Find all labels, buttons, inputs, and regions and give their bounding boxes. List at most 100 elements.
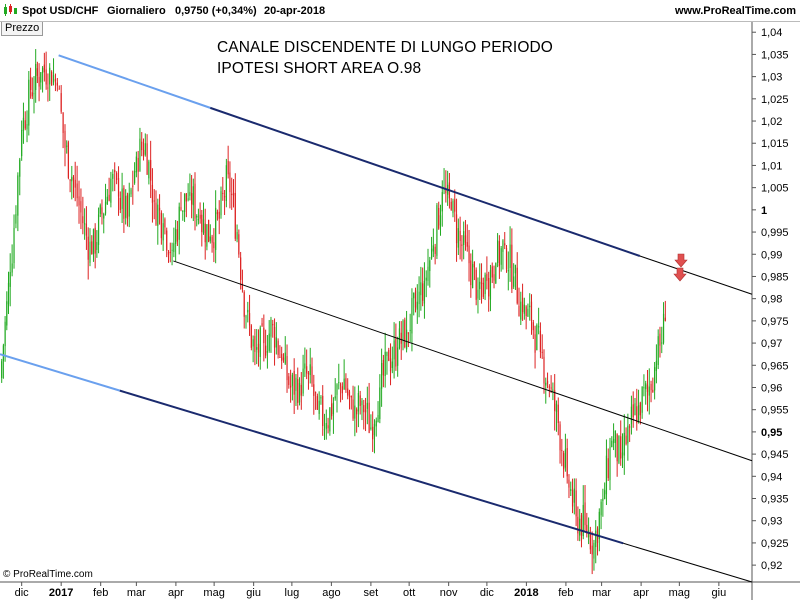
candle-body	[125, 195, 127, 218]
candle-body	[398, 328, 401, 348]
candle-body	[110, 178, 112, 203]
candle-body	[259, 327, 261, 357]
candle-body	[254, 336, 256, 352]
candle-body	[240, 257, 242, 280]
candle-body	[47, 87, 49, 89]
candle-body	[123, 187, 125, 219]
candle-body	[97, 214, 100, 245]
candle-body	[231, 193, 233, 195]
candle-body	[26, 124, 28, 130]
candle-body	[13, 227, 15, 264]
candle-body	[54, 79, 57, 82]
candle-body	[645, 383, 647, 390]
chart-header: Spot USD/CHF Giornaliero 0,9750 (+0,34%)…	[0, 0, 800, 22]
candle-body	[520, 301, 522, 320]
candle-body	[196, 216, 198, 218]
candle-body	[563, 453, 565, 470]
candle-body	[420, 282, 422, 296]
candle-body	[121, 188, 123, 209]
lower-channel-line	[119, 389, 624, 545]
candle-body	[236, 232, 238, 240]
candle-body	[434, 246, 436, 254]
y-tick-label: 0,945	[761, 449, 789, 461]
candle-body	[56, 82, 58, 86]
x-tick-label: giu	[246, 587, 261, 599]
candle-body	[621, 452, 624, 458]
candle-body	[298, 383, 301, 403]
candle-body	[546, 380, 549, 384]
candle-body	[229, 172, 231, 193]
candle-body	[450, 201, 452, 210]
y-tick-label: 0,99	[761, 249, 782, 261]
candle-body	[493, 274, 495, 281]
candle-body	[397, 347, 399, 366]
upper-channel-line-projection	[639, 255, 753, 295]
candle-body	[630, 406, 633, 425]
candle-body	[329, 407, 331, 432]
x-tick-label: mag	[203, 587, 224, 599]
candle-body	[60, 93, 62, 112]
x-tick-label: ago	[322, 587, 340, 599]
candle-body	[559, 424, 561, 451]
candle-body	[489, 270, 492, 300]
candle-body	[402, 320, 404, 341]
candle-body	[158, 207, 161, 211]
candle-body	[662, 313, 665, 343]
candle-body	[664, 317, 666, 321]
candle-body	[629, 426, 631, 428]
descending-channel[interactable]	[0, 54, 753, 583]
candle-body	[166, 230, 168, 251]
candle-body	[422, 283, 424, 301]
candle-body	[454, 199, 456, 212]
candle-body	[372, 426, 374, 440]
candle-body	[31, 92, 33, 97]
candle-body	[142, 149, 145, 157]
last-price: 0,9750 (+0,34%)	[175, 5, 257, 17]
candle-body	[425, 277, 427, 281]
candle-body	[384, 351, 386, 377]
middle-channel-line	[173, 260, 753, 462]
candle-body	[429, 260, 431, 272]
x-tick-label: dic	[480, 587, 495, 599]
candle-body	[257, 343, 260, 353]
candle-body	[104, 201, 107, 214]
candle-body	[347, 388, 349, 396]
candle-body	[338, 382, 340, 384]
candle-body	[523, 304, 525, 314]
y-tick-label: 0,925	[761, 538, 789, 550]
candle-body	[550, 387, 552, 389]
candle-body	[336, 384, 338, 395]
y-tick-label: 1,035	[761, 49, 789, 61]
candle-body	[281, 353, 283, 361]
candle-body	[505, 248, 508, 270]
x-tick-label: dic	[15, 587, 30, 599]
candle-body	[286, 356, 288, 381]
x-tick-label: 2017	[49, 587, 73, 599]
candle-body	[604, 490, 606, 499]
candle-body	[552, 389, 554, 392]
y-tick-label: 1,03	[761, 72, 782, 84]
candle-body	[364, 409, 367, 413]
candle-body	[411, 297, 413, 334]
candle-body	[112, 173, 114, 179]
candle-body	[513, 276, 515, 287]
candle-body	[325, 423, 327, 429]
candle-body	[468, 245, 470, 264]
candle-body	[220, 191, 222, 216]
y-tick-label: 0,93	[761, 516, 782, 528]
candle-body	[130, 189, 132, 195]
site-link[interactable]: www.ProRealTime.com	[674, 5, 796, 17]
candle-body	[554, 390, 556, 411]
candle-body	[502, 240, 504, 252]
candle-body	[575, 490, 577, 517]
y-tick-label: 1,025	[761, 94, 789, 106]
candle-body	[256, 347, 258, 350]
candle-body	[486, 273, 488, 281]
candle-body	[414, 290, 417, 308]
candle-body	[541, 351, 543, 353]
candle-body	[539, 330, 542, 352]
candle-body	[80, 201, 82, 213]
candle-body	[618, 436, 620, 463]
candle-body	[58, 88, 60, 90]
